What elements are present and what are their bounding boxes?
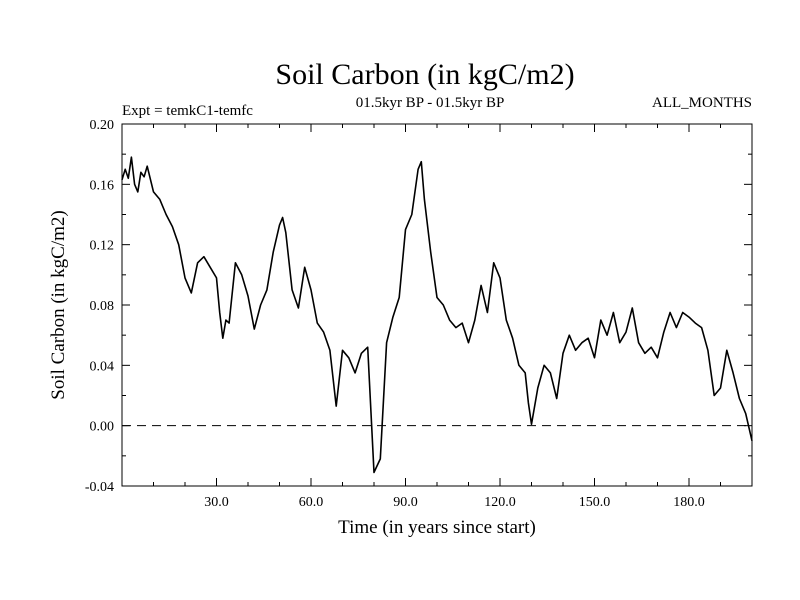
x-tick-label: 180.0 xyxy=(673,495,705,510)
months-label: ALL_MONTHS xyxy=(652,95,752,111)
x-tick-label: 30.0 xyxy=(204,495,229,510)
x-tick-label: 90.0 xyxy=(393,495,418,510)
y-tick-label: 0.16 xyxy=(90,178,115,193)
y-tick-label: -0.04 xyxy=(85,480,114,495)
y-tick-label: 0.04 xyxy=(90,359,115,374)
y-tick-label: 0.20 xyxy=(90,118,115,133)
chart-title: Soil Carbon (in kgC/m2) xyxy=(275,58,574,91)
y-axis-label: Soil Carbon (in kgC/m2) xyxy=(48,210,69,399)
series-line-soil-carbon xyxy=(121,156,753,474)
x-axis-label: Time (in years since start) xyxy=(338,517,536,538)
plot-layer: -0.04 0.00 0.04 0.08 0.12 0.16 0.20 30.0 60.0 90.… xyxy=(85,118,753,510)
x-tick-label: 150.0 xyxy=(579,495,611,510)
y-tick-label: 0.00 xyxy=(90,420,115,435)
plot-frame xyxy=(121,123,753,487)
y-tick-label: 0.12 xyxy=(90,239,115,254)
x-tick-label: 60.0 xyxy=(299,495,324,510)
x-tick-label: 120.0 xyxy=(484,495,516,510)
period-label: 01.5kyr BP - 01.5kyr BP xyxy=(356,95,505,111)
experiment-label: Expt = temkC1-temfc xyxy=(122,103,253,119)
y-tick-label: 0.08 xyxy=(90,299,115,314)
